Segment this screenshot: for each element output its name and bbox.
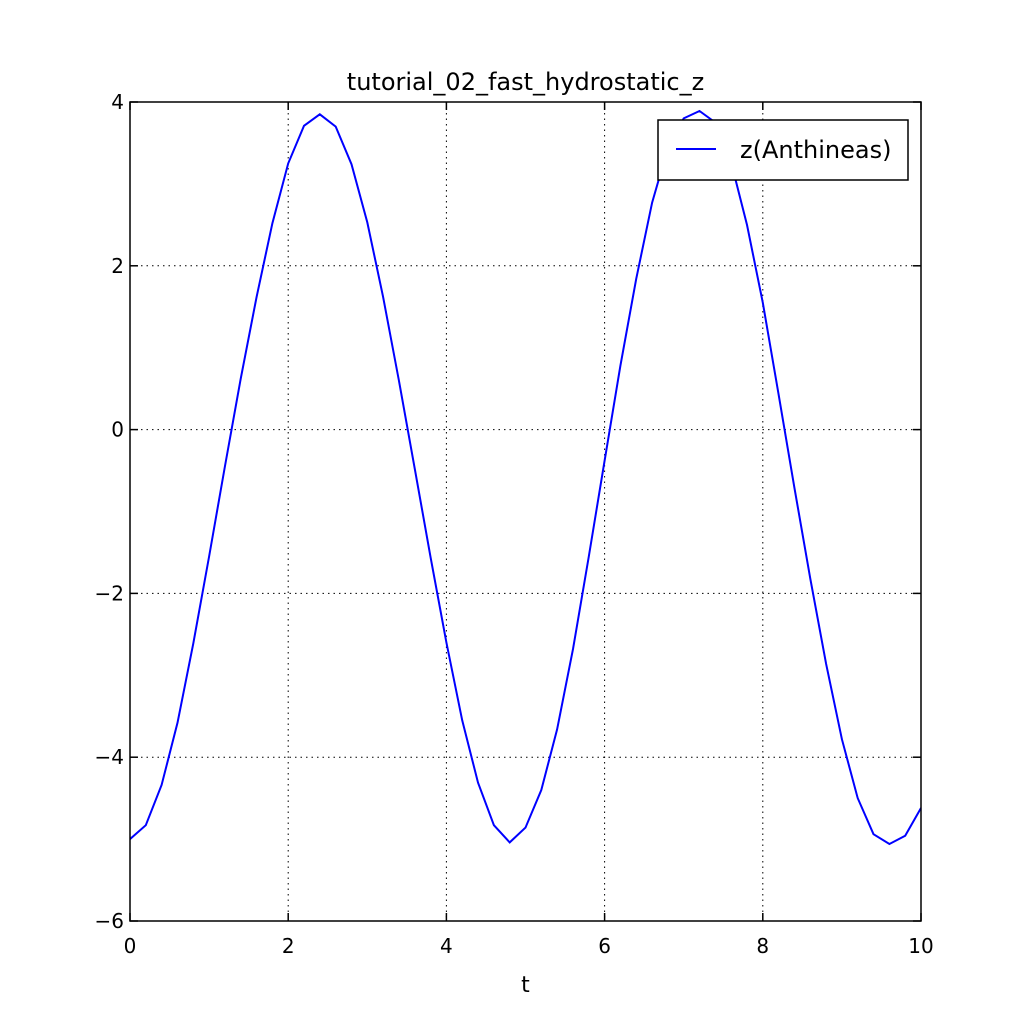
legend-label-z-anthineas: z(Anthineas): [740, 136, 891, 164]
grid: [130, 102, 921, 921]
y-tick-label: 4: [111, 90, 124, 114]
ticks: 0 2 4 6 8 10 −6 −4 −2 0 2 4: [95, 90, 934, 958]
y-tick-label: 0: [111, 418, 124, 442]
plot-background: [130, 102, 921, 921]
chart-title: tutorial_02_fast_hydrostatic_z: [347, 68, 704, 96]
series-line-z-anthineas: [130, 109, 921, 846]
y-tick-label: −2: [95, 581, 124, 605]
x-tick-label: 0: [124, 934, 137, 958]
y-tick-label: 2: [111, 254, 124, 278]
plot-frame: [129, 101, 922, 922]
x-axis-label: t: [521, 973, 530, 998]
x-tick-label: 8: [756, 934, 769, 958]
x-tick-label: 2: [282, 934, 295, 958]
x-tick-label: 6: [598, 934, 611, 958]
y-tick-label: −6: [95, 909, 124, 933]
legend: z(Anthineas): [657, 119, 909, 181]
y-tick-label: −4: [95, 745, 124, 769]
x-tick-label: 10: [908, 934, 933, 958]
x-tick-label: 4: [440, 934, 453, 958]
